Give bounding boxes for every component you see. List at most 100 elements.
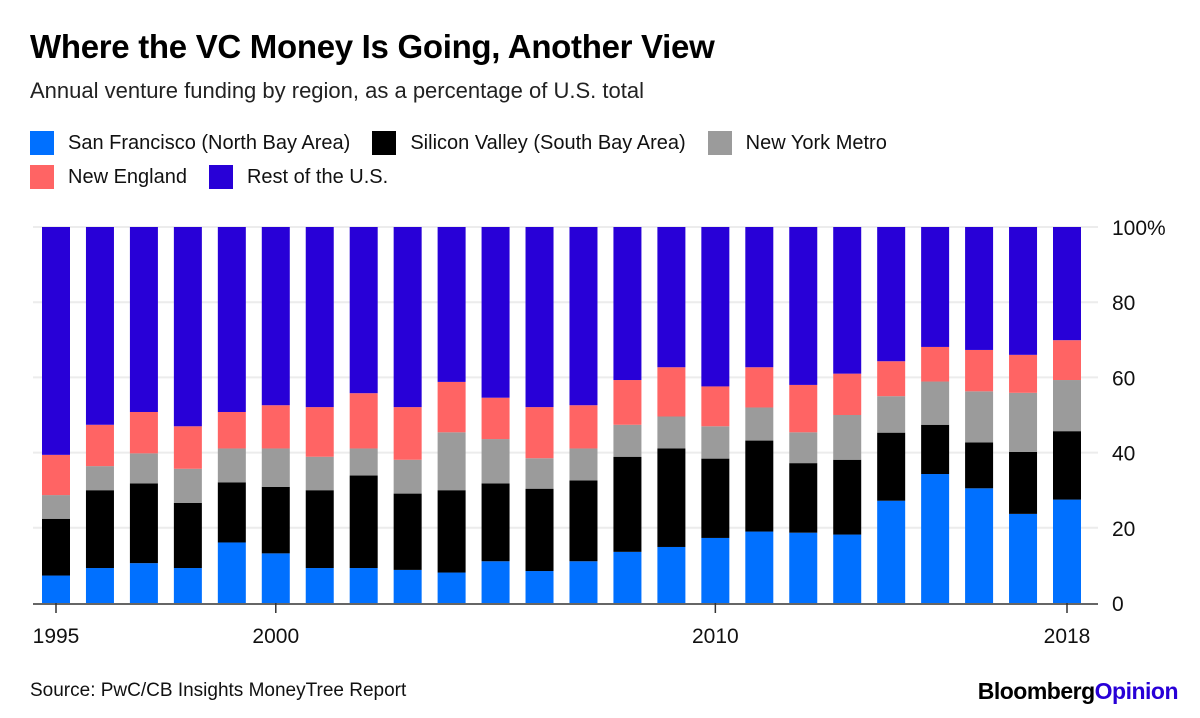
bar-segment-2008-2 bbox=[613, 424, 642, 457]
bar-segment-2002-2 bbox=[349, 448, 378, 476]
bar-segment-2014-3 bbox=[877, 361, 906, 397]
bar-segment-2005-0 bbox=[481, 561, 510, 603]
bar-segment-2005-1 bbox=[481, 483, 510, 562]
bar-segment-2010-0 bbox=[701, 537, 730, 603]
bar-segment-2016-4 bbox=[965, 227, 994, 350]
bar-segment-1995-1 bbox=[42, 518, 70, 576]
legend-swatch bbox=[208, 165, 233, 189]
bar-segment-2006-0 bbox=[525, 571, 554, 603]
bar-segment-2013-4 bbox=[833, 227, 862, 374]
legend-label: New York Metro bbox=[745, 131, 887, 154]
bar-segment-2005-4 bbox=[481, 227, 510, 398]
y-tick-label: 60 bbox=[1112, 367, 1135, 390]
bar-segment-2002-0 bbox=[349, 568, 378, 603]
bar-segment-2003-3 bbox=[393, 407, 422, 460]
bar-segment-2011-4 bbox=[745, 227, 774, 368]
bar-segment-2011-2 bbox=[745, 407, 774, 441]
bar-segment-2009-2 bbox=[657, 416, 686, 449]
bar-segment-2010-2 bbox=[701, 426, 730, 459]
bar-segment-1996-4 bbox=[85, 227, 114, 425]
bar-segment-2000-2 bbox=[261, 448, 290, 487]
bar-segment-2014-1 bbox=[877, 432, 906, 501]
bar-segment-1996-0 bbox=[85, 568, 114, 603]
bar-segment-2015-1 bbox=[921, 424, 950, 475]
y-tick-label: 80 bbox=[1112, 292, 1135, 315]
bar-segment-2000-0 bbox=[261, 553, 290, 603]
bar-segment-2010-1 bbox=[701, 458, 730, 538]
bar-segment-2002-3 bbox=[349, 393, 378, 449]
bar-segment-2003-0 bbox=[393, 569, 422, 603]
chart-title: Where the VC Money Is Going, Another Vie… bbox=[30, 28, 715, 65]
bar-segment-2007-2 bbox=[569, 448, 598, 481]
bar-segment-2013-1 bbox=[833, 459, 862, 535]
bar-segment-1998-3 bbox=[173, 426, 202, 469]
logo-section: Opinion bbox=[1094, 678, 1179, 704]
y-tick-label: 20 bbox=[1112, 518, 1135, 541]
bar-segment-2010-4 bbox=[701, 227, 730, 387]
legend: San Francisco (North Bay Area) Silicon V… bbox=[30, 126, 1130, 194]
bar-segment-1999-4 bbox=[217, 227, 246, 412]
bar-segment-2008-0 bbox=[613, 551, 642, 603]
bar-segment-2018-2 bbox=[1053, 380, 1081, 432]
legend-item-san-francisco: San Francisco (North Bay Area) bbox=[30, 131, 350, 155]
bar-segment-2004-1 bbox=[437, 490, 466, 573]
bar-segment-2016-2 bbox=[965, 391, 994, 443]
bar-segment-2003-4 bbox=[393, 227, 422, 408]
bar-segment-2018-3 bbox=[1053, 340, 1081, 381]
bar-segment-1999-0 bbox=[217, 542, 246, 603]
bar-segment-2007-1 bbox=[569, 480, 598, 562]
bar-segment-2014-4 bbox=[877, 227, 906, 362]
legend-item-new-york: New York Metro bbox=[707, 131, 887, 155]
legend-swatch bbox=[372, 131, 397, 155]
y-tick-label: 40 bbox=[1112, 443, 1135, 466]
bar-segment-1998-4 bbox=[173, 227, 202, 427]
bar-segment-2016-3 bbox=[965, 349, 994, 392]
bar-segment-2012-0 bbox=[789, 532, 818, 603]
bar-segment-2018-4 bbox=[1053, 227, 1081, 341]
bar-segment-2001-0 bbox=[305, 568, 334, 603]
bar-segment-1999-2 bbox=[217, 448, 246, 483]
bar-segment-2009-0 bbox=[657, 546, 686, 603]
bar-segment-1996-3 bbox=[85, 424, 114, 467]
bar-segment-2017-0 bbox=[1009, 513, 1038, 603]
bar-segment-2011-1 bbox=[745, 440, 774, 532]
bar-segment-2012-1 bbox=[789, 463, 818, 533]
bar-segment-2013-0 bbox=[833, 534, 862, 603]
bar-segment-1995-3 bbox=[42, 454, 70, 496]
bar-segment-2004-2 bbox=[437, 432, 466, 491]
bar-segment-2004-3 bbox=[437, 381, 466, 433]
bar-segment-2015-0 bbox=[921, 474, 950, 603]
bloomberg-opinion-logo: BloombergOpinion bbox=[978, 678, 1179, 705]
bar-segment-2005-3 bbox=[481, 397, 510, 440]
source-note: Source: PwC/CB Insights MoneyTree Report bbox=[30, 680, 407, 701]
legend-label: San Francisco (North Bay Area) bbox=[68, 131, 351, 154]
bar-segment-2000-3 bbox=[261, 405, 290, 449]
bar-segment-2012-4 bbox=[789, 227, 818, 385]
bar-segment-2017-1 bbox=[1009, 451, 1038, 514]
bar-segment-2013-2 bbox=[833, 415, 862, 460]
legend-swatch bbox=[30, 165, 54, 189]
legend-item-rest-of-us: Rest of the U.S. bbox=[208, 165, 389, 189]
bar-segment-2008-4 bbox=[613, 227, 642, 381]
bar-segment-2004-4 bbox=[437, 227, 466, 382]
bar-segment-2006-4 bbox=[525, 227, 554, 408]
bar-segment-2007-4 bbox=[569, 227, 598, 406]
bar-segment-2016-1 bbox=[965, 442, 994, 489]
bar-segment-2017-3 bbox=[1009, 354, 1038, 393]
x-tick-label: 2010 bbox=[692, 625, 739, 648]
bar-segment-2010-3 bbox=[701, 386, 730, 427]
bar-segment-1999-3 bbox=[217, 411, 246, 449]
bar-segment-2001-1 bbox=[305, 490, 334, 569]
y-tick-label: 100% bbox=[1112, 217, 1166, 240]
bar-segment-2016-0 bbox=[965, 488, 994, 603]
bar-segment-2002-4 bbox=[349, 227, 378, 394]
legend-label: Rest of the U.S. bbox=[246, 165, 389, 188]
bar-segment-1995-4 bbox=[42, 227, 70, 455]
bar-segment-2017-4 bbox=[1009, 227, 1038, 355]
bar-segment-1997-2 bbox=[129, 453, 158, 484]
legend-row: San Francisco (North Bay Area) Silicon V… bbox=[30, 126, 1130, 160]
legend-label: Silicon Valley (South Bay Area) bbox=[410, 131, 686, 154]
bar-segment-2018-0 bbox=[1053, 499, 1081, 603]
legend-item-new-england: New England bbox=[30, 165, 187, 189]
